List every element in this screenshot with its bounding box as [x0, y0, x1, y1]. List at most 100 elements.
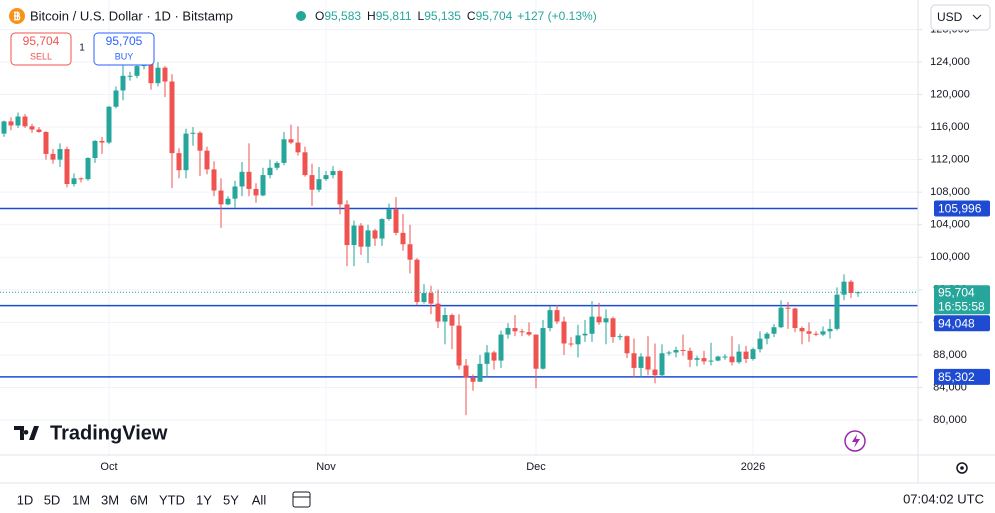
- candle-body: [778, 307, 784, 328]
- candle-body: [771, 327, 777, 334]
- readout-value: 95,811: [376, 9, 412, 23]
- candle-body: [799, 328, 805, 332]
- candle-body: [57, 149, 63, 160]
- candle-body: [806, 331, 812, 334]
- y-tick-label: 88,000: [933, 349, 967, 361]
- ohlc-readout: O95,583 H95,811 L95,135 C95,704 +127 (+0.13%…: [315, 9, 597, 23]
- candle-body: [169, 81, 175, 154]
- candle-body: [631, 353, 637, 368]
- candle-body: [540, 328, 546, 369]
- candle-body: [743, 351, 749, 359]
- range-button[interactable]: 5Y: [223, 492, 239, 507]
- candle-body: [106, 106, 112, 143]
- currency-select[interactable]: [930, 4, 991, 31]
- readout-value: 95,583: [324, 9, 361, 23]
- candle-body: [701, 358, 707, 362]
- candle-body: [225, 198, 231, 205]
- candle-body: [330, 171, 336, 176]
- candle-body: [554, 310, 560, 322]
- buy-button[interactable]: [93, 32, 155, 66]
- date-range-icon[interactable]: [292, 491, 311, 508]
- range-button[interactable]: 5D: [44, 492, 61, 507]
- readout-key: L: [418, 9, 425, 23]
- y-tick-label: 124,000: [930, 56, 970, 68]
- symbol[interactable]: Bitcoin / U.S. Dollar · 1D · Bitstamp: [30, 8, 233, 23]
- candle-body: [561, 321, 567, 344]
- candle-body: [302, 152, 308, 176]
- candle-body: [134, 66, 140, 76]
- plot: [0, 44, 918, 416]
- candle-body: [680, 350, 686, 352]
- candle-body: [673, 350, 679, 353]
- candle-body: [750, 349, 756, 359]
- candle-body: [463, 365, 469, 378]
- readout-change: +127 (+0.13%): [517, 9, 596, 23]
- candle-body: [659, 353, 665, 376]
- candle-body: [372, 230, 378, 239]
- level-label: 94,048: [938, 316, 975, 330]
- candle-body: [1, 121, 7, 134]
- candle-body: [260, 175, 266, 196]
- candle-body: [218, 190, 224, 205]
- candle-body: [309, 175, 315, 190]
- candle-body: [414, 259, 420, 303]
- range-button[interactable]: 6M: [130, 492, 148, 507]
- price-axis: 80,00084,00088,00092,00096,000100,000104…: [100, 23, 990, 473]
- range-button[interactable]: 1Y: [196, 492, 212, 507]
- candle-body: [29, 126, 35, 130]
- candle-body: [848, 281, 854, 294]
- range-button[interactable]: 3M: [101, 492, 119, 507]
- range-button[interactable]: All: [252, 492, 267, 507]
- candle-body: [512, 328, 518, 332]
- range-button[interactable]: 1M: [72, 492, 90, 507]
- readout-key: H: [367, 9, 376, 23]
- level-label: 105,996: [938, 202, 982, 216]
- candle-body: [813, 333, 819, 335]
- candle-body: [638, 356, 644, 368]
- candle-body: [71, 178, 77, 185]
- candle-body: [442, 315, 448, 322]
- x-tick-label: Dec: [526, 461, 546, 473]
- range-button[interactable]: 1D: [17, 492, 34, 507]
- candle-body: [22, 116, 28, 127]
- candle-body: [148, 55, 154, 84]
- candle-body: [764, 333, 770, 339]
- readout-key: C: [467, 9, 476, 23]
- countdown: 16:55:58: [938, 299, 985, 313]
- candle-body: [162, 67, 168, 82]
- sell-button[interactable]: [10, 32, 72, 66]
- candle-body: [183, 133, 189, 171]
- candle-body: [344, 204, 350, 246]
- candle-body: [295, 142, 301, 153]
- candle-body: [407, 244, 413, 260]
- candle-body: [603, 318, 609, 323]
- candle-body: [547, 310, 553, 329]
- y-tick-label: 108,000: [930, 186, 970, 198]
- last-price-tag: [934, 285, 990, 315]
- candle-body: [484, 352, 490, 364]
- market-status[interactable]: [296, 11, 306, 21]
- candle-body: [470, 377, 476, 382]
- candle-body: [85, 158, 91, 180]
- candle-body: [155, 67, 161, 84]
- candle-body: [428, 293, 434, 304]
- candle-body: [687, 350, 693, 360]
- range-button[interactable]: YTD: [159, 492, 185, 507]
- assistant-icon[interactable]: [844, 430, 866, 452]
- candle-body: [204, 150, 210, 170]
- clock[interactable]: 07:04:02 UTC: [903, 491, 984, 506]
- candle-body: [666, 352, 672, 354]
- candle-body: [400, 232, 406, 245]
- chevron: [972, 14, 982, 20]
- candle-body: [351, 225, 357, 246]
- candle-body: [736, 351, 742, 363]
- quantity[interactable]: 1: [79, 43, 85, 54]
- sell-price: 95,704: [23, 34, 60, 48]
- settings-icon[interactable]: [956, 462, 968, 474]
- readout-value: 95,135: [424, 9, 461, 23]
- candle-body: [694, 358, 700, 360]
- readout-key: O: [315, 9, 324, 23]
- candle-body: [610, 318, 616, 337]
